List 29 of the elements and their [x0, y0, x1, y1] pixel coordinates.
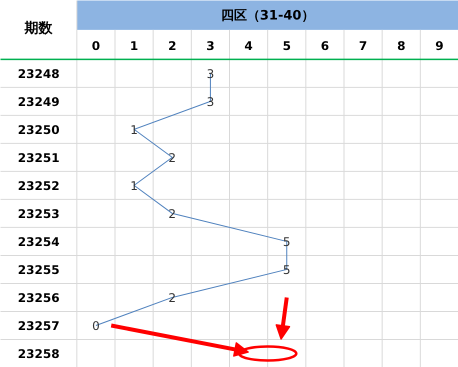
y-tick-label: 23250 [18, 122, 60, 137]
x-tick-label: 3 [206, 38, 215, 53]
x-tick-label: 4 [244, 38, 253, 53]
y-tick-label: 23255 [18, 262, 60, 277]
y-tick-label: 23251 [18, 150, 60, 165]
data-label: 2 [168, 150, 176, 165]
x-tick-label: 2 [168, 38, 176, 53]
data-label: 3 [206, 94, 214, 109]
data-label: 5 [282, 234, 291, 249]
y-tick-label: 23254 [18, 234, 60, 249]
x-tick-label: 1 [130, 38, 138, 53]
x-tick-label: 9 [435, 38, 444, 53]
data-label: 3 [206, 66, 214, 81]
y-tick-label: 23256 [18, 290, 60, 305]
data-label: 5 [282, 262, 291, 277]
y-tick-label: 23248 [18, 66, 60, 81]
x-tick-label: 7 [358, 38, 368, 53]
data-label: 0 [92, 318, 100, 333]
chart-title: 四区（31-40） [220, 8, 314, 24]
y-tick-label: 23257 [18, 318, 60, 333]
x-tick-label: 0 [92, 38, 100, 53]
y-tick-label: 23249 [18, 94, 60, 109]
y-axis-title: 期数 [24, 20, 54, 37]
x-tick-label: 6 [320, 38, 330, 53]
y-tick-label: 23252 [18, 178, 60, 193]
y-tick-label: 23253 [18, 206, 60, 221]
y-tick-label: 23258 [18, 346, 60, 361]
x-tick-label: 8 [397, 38, 406, 53]
x-tick-label: 5 [282, 38, 291, 53]
